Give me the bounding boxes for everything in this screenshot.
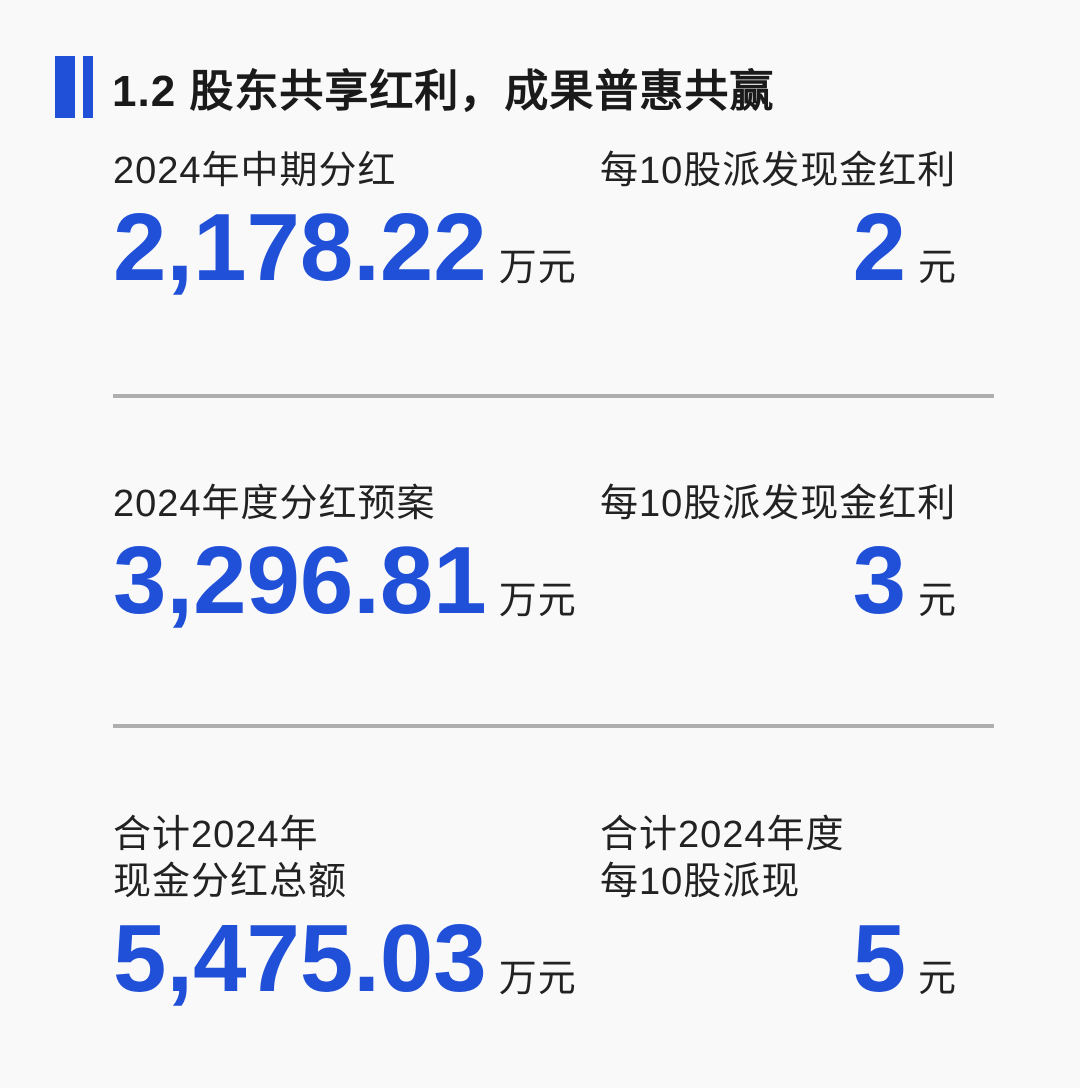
interim-per-share-label: 每10股派发现金红利 bbox=[600, 150, 957, 192]
total-per-share-label-line2: 每10股派现 bbox=[600, 861, 801, 903]
total-dividend-value-row: 5,475.03 万元 bbox=[113, 906, 600, 1032]
title-accent-bars-icon bbox=[55, 56, 93, 118]
annual-plan-label: 2024年度分红预案 bbox=[113, 483, 436, 525]
total-per-share-label: 合计2024年度 每10股派现 bbox=[600, 812, 994, 906]
total-per-share-value-row: 5 元 bbox=[600, 906, 994, 1032]
total-per-share-unit: 元 bbox=[917, 958, 957, 1000]
total-dividend-left-column: 合计2024年 现金分红总额 5,475.03 万元 bbox=[113, 812, 600, 1032]
total-dividend-label: 合计2024年 现金分红总额 bbox=[113, 812, 600, 906]
accent-bar-thin bbox=[83, 56, 93, 118]
interim-per-share-value-row: 2 元 bbox=[600, 195, 994, 321]
interim-dividend-section: 2024年中期分红 2,178.22 万元 每10股派发现金红利 2 元 bbox=[113, 148, 994, 321]
total-dividend-label-line1: 合计2024年 bbox=[113, 814, 319, 856]
annual-per-share-column: 每10股派发现金红利 3 元 bbox=[600, 481, 994, 654]
annual-plan-unit: 万元 bbox=[498, 580, 577, 622]
annual-plan-amount: 3,296.81 bbox=[113, 527, 487, 634]
interim-per-share-column: 每10股派发现金红利 2 元 bbox=[600, 148, 994, 321]
content-area: 2024年中期分红 2,178.22 万元 每10股派发现金红利 2 元 202… bbox=[113, 148, 994, 1088]
interim-dividend-label: 2024年中期分红 bbox=[113, 150, 397, 192]
annual-plan-value-row: 3,296.81 万元 bbox=[113, 528, 600, 654]
annual-plan-left-column: 2024年度分红预案 3,296.81 万元 bbox=[113, 481, 600, 654]
total-dividend-unit: 万元 bbox=[498, 958, 577, 1000]
total-per-share-amount: 5 bbox=[852, 905, 906, 1012]
interim-dividend-amount: 2,178.22 bbox=[113, 194, 487, 301]
interim-dividend-unit: 万元 bbox=[498, 247, 577, 289]
annual-per-share-unit: 元 bbox=[917, 580, 957, 622]
page-title: 1.2 股东共享红利，成果普惠共赢 bbox=[112, 67, 775, 116]
accent-bar-thick bbox=[55, 56, 75, 118]
annual-per-share-value-row: 3 元 bbox=[600, 528, 994, 654]
annual-per-share-label: 每10股派发现金红利 bbox=[600, 483, 957, 525]
total-per-share-column: 合计2024年度 每10股派现 5 元 bbox=[600, 812, 994, 1032]
annual-plan-section: 2024年度分红预案 3,296.81 万元 每10股派发现金红利 3 元 bbox=[113, 481, 994, 654]
interim-per-share-amount: 2 bbox=[852, 194, 906, 301]
divider bbox=[113, 394, 994, 398]
total-dividend-amount: 5,475.03 bbox=[113, 905, 487, 1012]
interim-dividend-value-row: 2,178.22 万元 bbox=[113, 195, 600, 321]
section-header: 1.2 股东共享红利，成果普惠共赢 bbox=[55, 55, 774, 119]
total-dividend-section: 合计2024年 现金分红总额 5,475.03 万元 合计2024年度 每10股… bbox=[113, 812, 994, 1032]
total-dividend-label-line2: 现金分红总额 bbox=[113, 861, 348, 903]
total-per-share-label-line1: 合计2024年度 bbox=[600, 814, 845, 856]
annual-per-share-amount: 3 bbox=[852, 527, 906, 634]
interim-per-share-unit: 元 bbox=[917, 247, 957, 289]
divider bbox=[113, 724, 994, 728]
interim-dividend-left-column: 2024年中期分红 2,178.22 万元 bbox=[113, 148, 600, 321]
